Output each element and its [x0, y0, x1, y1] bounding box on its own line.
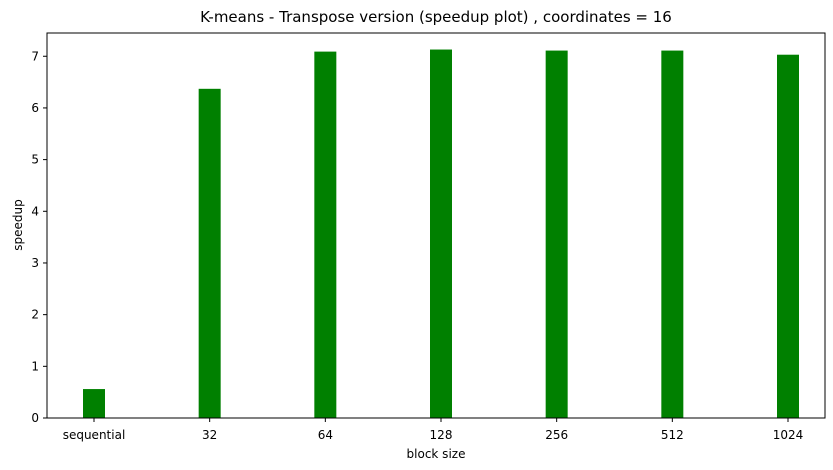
- bar-64: [314, 51, 337, 418]
- y-tick-label: 5: [31, 153, 39, 167]
- bars-group: [83, 49, 799, 419]
- chart-title: K-means - Transpose version (speedup plo…: [200, 8, 672, 26]
- y-tick-label: 4: [31, 204, 39, 218]
- y-tick-label: 1: [31, 359, 39, 373]
- bar-512: [661, 50, 684, 419]
- y-tick-label: 2: [31, 308, 39, 322]
- y-tick-label: 7: [31, 49, 39, 63]
- y-tick-label: 3: [31, 256, 39, 270]
- bar-256: [545, 50, 568, 419]
- x-tick-label: sequential: [63, 428, 126, 442]
- x-axis-label: block size: [407, 447, 466, 461]
- x-tick-label: 1024: [773, 428, 804, 442]
- plot-frame: [46, 32, 826, 419]
- y-axis-label: speedup: [11, 199, 25, 250]
- bar-sequential: [83, 389, 105, 418]
- y-axis-ticks: 0 1 2 3 4 5 6 7: [31, 49, 47, 425]
- x-tick-label: 32: [202, 428, 217, 442]
- x-tick-label: 512: [661, 428, 684, 442]
- y-tick-label: 6: [31, 101, 39, 115]
- bar-32: [198, 88, 221, 419]
- y-tick-label: 0: [31, 411, 39, 425]
- x-tick-label: 128: [430, 428, 453, 442]
- x-tick-label: 256: [545, 428, 568, 442]
- bar-128: [430, 49, 452, 418]
- x-axis-ticks: sequential 32 64 128 256 512 1024: [63, 418, 804, 442]
- bar-1024: [777, 54, 799, 418]
- x-tick-label: 64: [318, 428, 333, 442]
